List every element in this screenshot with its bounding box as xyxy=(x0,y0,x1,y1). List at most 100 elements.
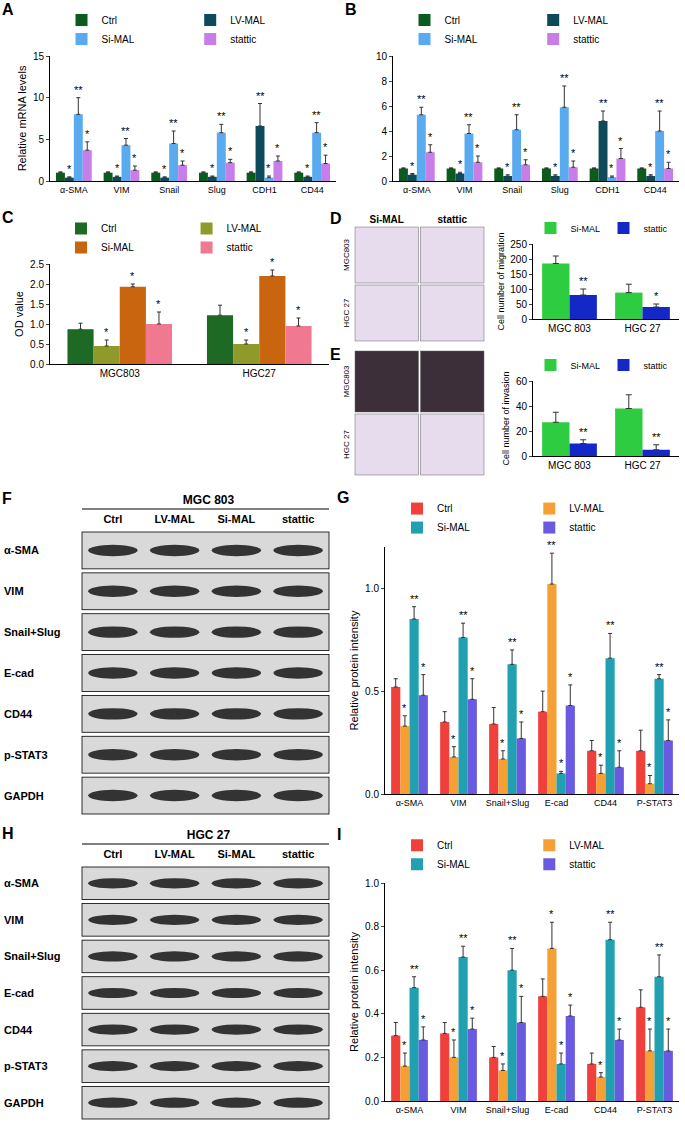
svg-text:*: * xyxy=(130,270,135,282)
svg-text:stattic: stattic xyxy=(573,34,599,45)
svg-text:*: * xyxy=(666,148,671,160)
svg-text:0.2: 0.2 xyxy=(365,1052,379,1063)
svg-text:stattic: stattic xyxy=(227,242,253,253)
svg-text:Si-MAL: Si-MAL xyxy=(445,34,478,45)
svg-text:stattic: stattic xyxy=(569,859,595,870)
svg-text:**: ** xyxy=(410,593,419,605)
svg-text:*: * xyxy=(228,145,233,157)
svg-text:6: 6 xyxy=(381,101,387,112)
svg-text:*: * xyxy=(559,1039,564,1051)
svg-text:2.5: 2.5 xyxy=(30,259,44,270)
svg-text:OD value: OD value xyxy=(13,291,25,337)
svg-text:stattic: stattic xyxy=(282,513,314,525)
svg-text:60: 60 xyxy=(516,376,528,387)
svg-text:P-STAT3: P-STAT3 xyxy=(637,1105,673,1115)
svg-text:**: ** xyxy=(547,539,556,551)
svg-text:Snail+Slug: Snail+Slug xyxy=(486,798,529,808)
svg-text:CD44: CD44 xyxy=(4,708,33,720)
svg-text:α-SMA: α-SMA xyxy=(4,877,39,889)
svg-text:Ctrl: Ctrl xyxy=(103,513,122,525)
svg-text:Cell number of migration: Cell number of migration xyxy=(496,232,506,330)
svg-text:**: ** xyxy=(606,908,615,920)
svg-text:*: * xyxy=(67,163,72,175)
svg-text:8: 8 xyxy=(381,76,387,87)
svg-text:0: 0 xyxy=(381,176,387,187)
svg-text:*: * xyxy=(617,737,622,749)
svg-text:Snail+Slug: Snail+Slug xyxy=(486,1105,529,1115)
svg-text:*: * xyxy=(666,706,671,718)
svg-text:VIM: VIM xyxy=(450,1105,466,1115)
svg-text:α-SMA: α-SMA xyxy=(4,544,39,556)
svg-text:VIM: VIM xyxy=(450,798,466,808)
svg-text:α-SMA: α-SMA xyxy=(396,1105,424,1115)
svg-text:1.0: 1.0 xyxy=(30,319,44,330)
svg-text:LV-MAL: LV-MAL xyxy=(227,223,262,234)
svg-text:100: 100 xyxy=(510,284,527,295)
svg-text:Relative mRNA levels: Relative mRNA levels xyxy=(16,65,28,171)
svg-text:Ctrl: Ctrl xyxy=(437,503,453,514)
svg-text:0.5: 0.5 xyxy=(30,339,44,350)
svg-text:Si-MAL: Si-MAL xyxy=(437,522,470,533)
svg-text:*: * xyxy=(470,665,475,677)
svg-text:VIM: VIM xyxy=(4,585,24,597)
svg-text:E-cad: E-cad xyxy=(545,798,569,808)
svg-text:250: 250 xyxy=(510,239,527,250)
svg-text:*: * xyxy=(162,163,167,175)
svg-text:stattic: stattic xyxy=(644,361,668,371)
svg-text:Snail+Slug: Snail+Slug xyxy=(4,626,61,638)
svg-text:2.0: 2.0 xyxy=(30,279,44,290)
svg-text:*: * xyxy=(402,1039,407,1051)
svg-text:LV-MAL: LV-MAL xyxy=(569,503,604,514)
svg-text:**: ** xyxy=(655,661,664,673)
svg-text:CDH1: CDH1 xyxy=(595,185,620,195)
svg-text:**: ** xyxy=(579,275,588,287)
svg-text:*: * xyxy=(451,1026,456,1038)
svg-text:10: 10 xyxy=(33,92,45,103)
svg-text:Ctrl: Ctrl xyxy=(103,848,122,860)
svg-text:**: ** xyxy=(459,932,468,944)
svg-text:*: * xyxy=(475,142,480,154)
svg-text:**: ** xyxy=(606,619,615,631)
svg-text:0: 0 xyxy=(521,314,527,325)
svg-text:Ctrl: Ctrl xyxy=(437,840,453,851)
svg-text:**: ** xyxy=(464,111,473,123)
svg-text:*: * xyxy=(305,162,310,174)
svg-text:Si-MAL: Si-MAL xyxy=(571,224,601,234)
svg-text:**: ** xyxy=(74,84,83,96)
svg-text:*: * xyxy=(275,142,280,154)
svg-text:MGC 803: MGC 803 xyxy=(548,460,591,471)
svg-text:**: ** xyxy=(256,90,265,102)
svg-text:HGC 27: HGC 27 xyxy=(342,298,351,327)
svg-text:Slug: Slug xyxy=(551,185,569,195)
svg-text:0.5: 0.5 xyxy=(365,686,379,697)
svg-text:α-SMA: α-SMA xyxy=(396,798,424,808)
svg-text:Snail: Snail xyxy=(502,185,522,195)
svg-text:*: * xyxy=(266,162,271,174)
svg-text:stattic: stattic xyxy=(569,522,595,533)
svg-text:1.0: 1.0 xyxy=(365,878,379,889)
svg-text:Cell number of invasion: Cell number of invasion xyxy=(501,371,511,465)
svg-text:*: * xyxy=(421,1013,426,1025)
svg-text:*: * xyxy=(519,708,524,720)
svg-text:0.0: 0.0 xyxy=(365,1096,379,1107)
svg-text:MGC803: MGC803 xyxy=(100,368,140,379)
svg-text:**: ** xyxy=(410,963,419,975)
svg-text:E-cad: E-cad xyxy=(4,987,34,999)
svg-text:**: ** xyxy=(655,97,664,109)
svg-text:**: ** xyxy=(169,117,178,129)
svg-text:CD44: CD44 xyxy=(594,798,617,808)
svg-text:stattic: stattic xyxy=(438,214,468,225)
svg-text:*: * xyxy=(270,256,275,268)
svg-text:HGC 27: HGC 27 xyxy=(624,323,661,334)
svg-text:**: ** xyxy=(417,93,426,105)
svg-text:CD44: CD44 xyxy=(4,1024,33,1036)
svg-text:E-cad: E-cad xyxy=(4,667,34,679)
svg-text:**: ** xyxy=(560,72,569,84)
svg-text:*: * xyxy=(104,326,109,338)
svg-text:*: * xyxy=(559,757,564,769)
svg-text:*: * xyxy=(500,1050,505,1062)
svg-text:HGC27: HGC27 xyxy=(243,368,277,379)
svg-text:*: * xyxy=(180,147,185,159)
svg-text:LV-MAL: LV-MAL xyxy=(155,848,195,860)
svg-text:*: * xyxy=(470,1004,475,1016)
